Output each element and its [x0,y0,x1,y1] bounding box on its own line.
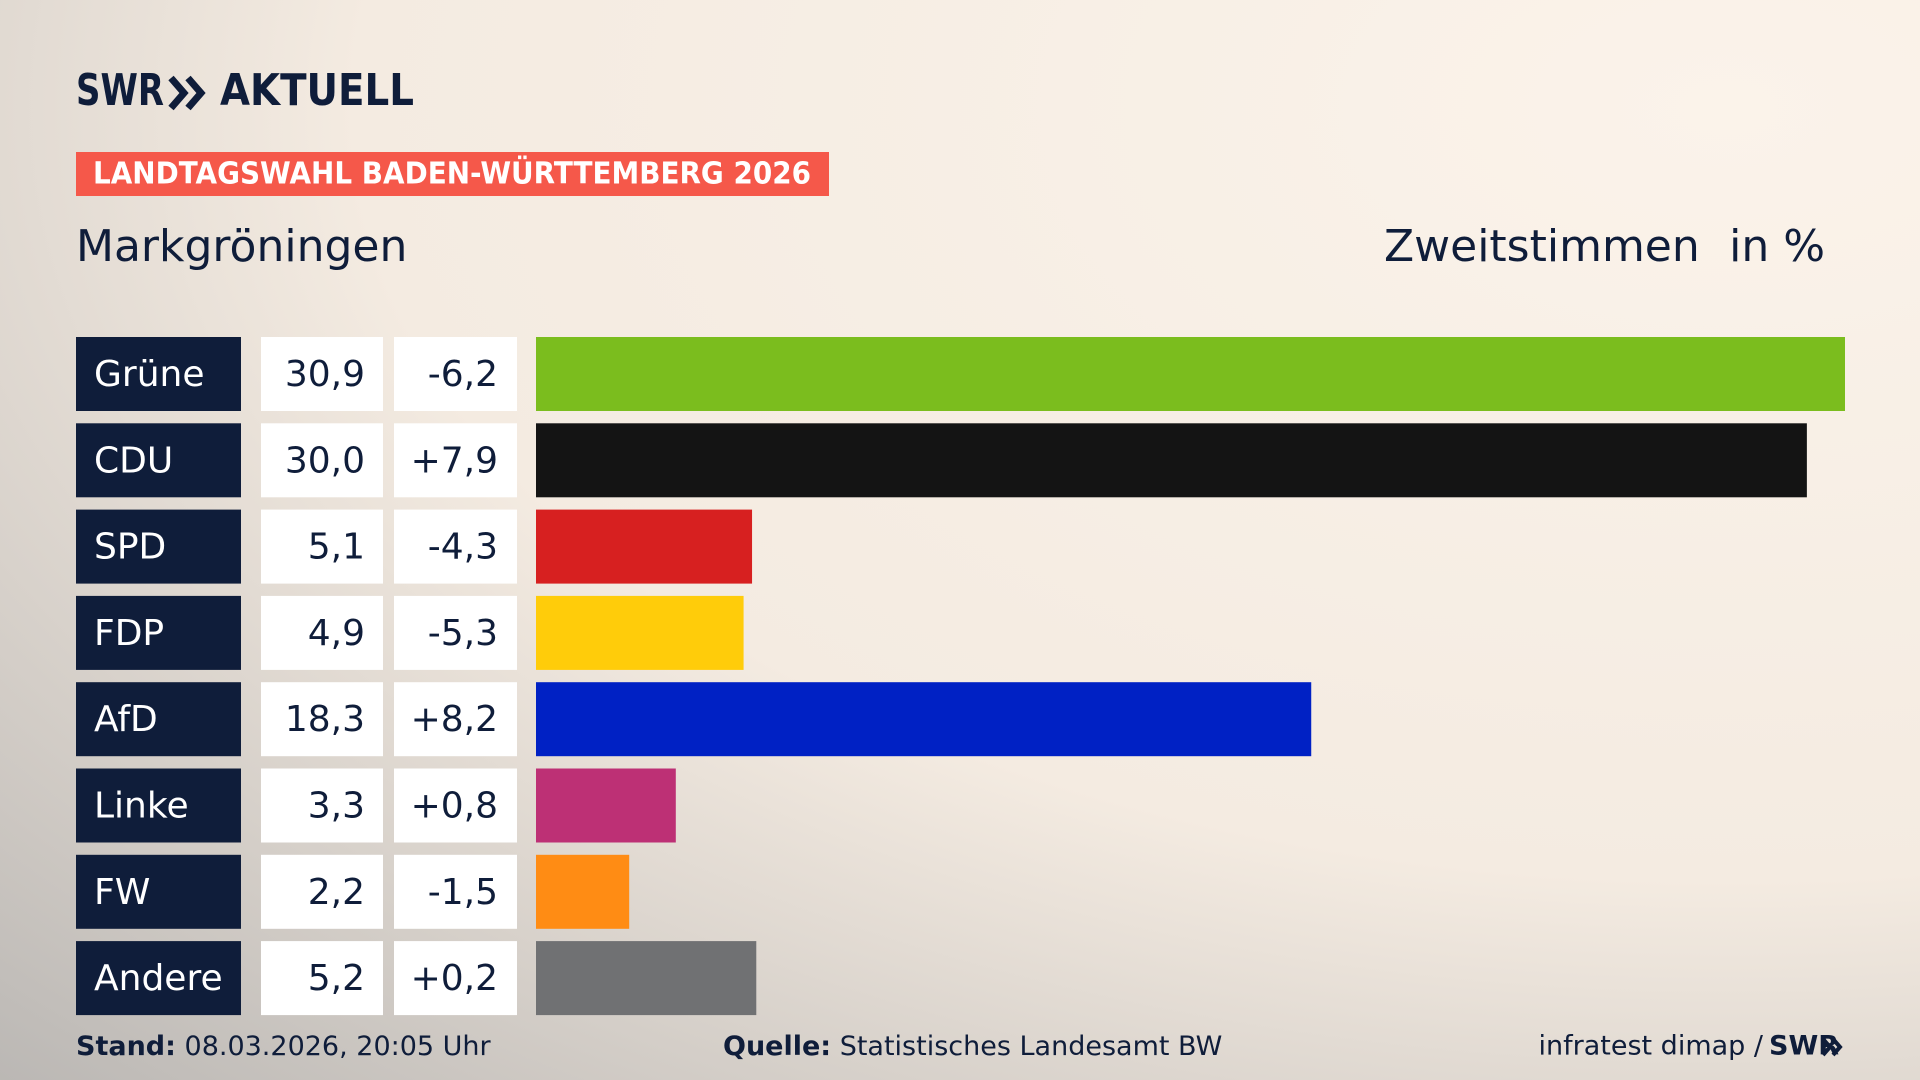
stand: 08.03.2026, 20:05 Uhr [185,1031,492,1062]
bar [536,682,1312,757]
footer-source: Quelle: Statistisches Landesamt BW [723,1031,1222,1062]
party-label: Grüne [94,354,204,395]
party-box [76,941,241,1016]
brand-chevrons [168,75,206,111]
party-label: AfD [94,699,158,740]
value-box [261,423,383,498]
change-label: -6,2 [428,354,498,395]
footer-stand: Stand: 08.03.2026, 20:05 Uhr [76,1031,492,1062]
value-label: 2,2 [308,872,365,913]
brand: SWR [76,65,164,116]
value-label: 4,9 [308,613,365,654]
credit-chevrons [1821,1037,1843,1057]
bar [536,595,744,670]
value-box [261,509,383,584]
chart-title: Markgröningen [76,221,407,272]
value-label: 5,1 [308,527,365,568]
change-box [394,595,517,670]
source: Statistisches Landesamt BW [840,1031,1223,1062]
party-label: FW [94,872,150,913]
bar [536,509,753,584]
party-box [76,423,241,498]
brand-sub: AKTUELL [220,65,414,116]
change-box [394,768,517,843]
value-box [261,337,383,411]
value-label: 5,2 [308,958,365,999]
party-label: Andere [94,958,223,999]
party-box [76,768,241,843]
party-label: Linke [94,786,189,827]
value-label: 30,0 [285,440,365,481]
chart-subtitle: Zweitstimmen [1384,221,1700,272]
party-box [76,337,241,411]
value-label: 30,9 [285,354,365,395]
banner [76,152,829,196]
credit: infratest dimap / [1538,1031,1763,1062]
stand-label: Stand: [76,1031,176,1062]
bar [536,941,757,1016]
value-label: 3,3 [308,786,365,827]
party-box [76,509,241,584]
change-box [394,941,517,1016]
change-box [394,509,517,584]
value-box [261,854,383,929]
party-label: CDU [94,440,173,481]
bar [536,768,676,843]
banner-text: LANDTAGSWAHL BADEN-WÜRTTEMBERG 2026 [93,155,811,192]
party-label: FDP [94,613,164,654]
value-box [261,595,383,670]
change-box [394,423,517,498]
change-label: -5,3 [428,613,498,654]
change-label: +8,2 [411,699,498,740]
bar [536,337,1845,411]
bar [536,423,1807,498]
change-label: +0,2 [411,958,498,999]
change-box [394,854,517,929]
party-box [76,595,241,670]
party-box [76,854,241,929]
change-label: +0,8 [411,786,498,827]
party-label: SPD [94,527,166,568]
change-label: -1,5 [428,872,498,913]
value-label: 18,3 [285,699,365,740]
change-label: -4,3 [428,527,498,568]
change-label: +7,9 [411,440,498,481]
change-box [394,337,517,411]
bar [536,854,630,929]
party-box [76,682,241,757]
unit: in % [1729,221,1825,272]
value-box [261,941,383,1016]
source-label: Quelle: [723,1031,831,1062]
value-box [261,768,383,843]
value-box [261,682,383,757]
change-box [394,682,517,757]
